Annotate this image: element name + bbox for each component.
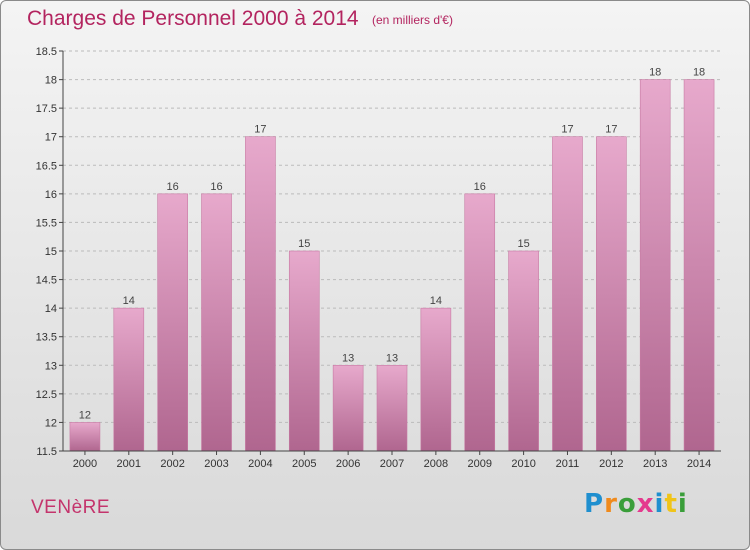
- bar: [508, 250, 539, 452]
- logo-letter: t: [664, 489, 678, 519]
- bars: [69, 79, 715, 452]
- data-label: 15: [517, 238, 529, 250]
- data-label: 16: [210, 181, 222, 193]
- data-label: 16: [474, 181, 486, 193]
- bar: [332, 364, 364, 452]
- data-label: 16: [167, 181, 179, 193]
- data-label: 14: [430, 295, 442, 307]
- commune-name: VENèRE: [31, 497, 111, 518]
- y-tick-label: 15.5: [36, 217, 57, 229]
- logo-letter: P: [584, 489, 605, 519]
- x-tick-label: 2004: [248, 458, 272, 470]
- x-tick-label: 2005: [292, 458, 316, 470]
- y-tick-label: 16.5: [36, 160, 57, 172]
- bar: [464, 193, 496, 452]
- x-tick-label: 2011: [556, 458, 580, 470]
- x-tick-label: 2002: [160, 458, 184, 470]
- logo-letter: o: [617, 489, 637, 519]
- x-tick-label: 2001: [117, 458, 141, 470]
- x-tick-label: 2014: [687, 458, 711, 470]
- y-tick-label: 14: [45, 303, 57, 315]
- data-label: 17: [561, 124, 573, 136]
- data-label: 15: [298, 238, 310, 250]
- y-tick-label: 16: [45, 189, 57, 201]
- chart-subtitle: (en milliers d'€): [372, 13, 453, 27]
- proxiti-logo[interactable]: Proxiti: [584, 489, 688, 519]
- bar: [420, 307, 452, 452]
- y-tick-label: 12.5: [36, 389, 57, 401]
- x-tick-label: 2006: [336, 458, 360, 470]
- y-tick-label: 18: [45, 75, 57, 87]
- y-tick-label: 17.5: [36, 103, 57, 115]
- bar: [376, 364, 408, 452]
- bar: [288, 250, 320, 452]
- x-tick-label: 2007: [380, 458, 404, 470]
- x-tick-label: 2013: [643, 458, 667, 470]
- data-label: 18: [693, 67, 705, 79]
- bar: [683, 79, 715, 452]
- bar: [596, 136, 627, 452]
- bar: [157, 193, 188, 452]
- y-tick-label: 12: [45, 417, 57, 429]
- axes: 11.5 12 12.5 13 13.5 14 14.5 15 15.5 16 16.5 17 17.5…: [36, 46, 721, 470]
- logo-letter: i: [677, 489, 688, 519]
- data-label: 18: [649, 67, 661, 79]
- data-label: 13: [386, 352, 398, 364]
- y-tick-label: 11.5: [36, 446, 57, 458]
- chart-title: Charges de Personnel 2000 à 2014: [27, 7, 359, 30]
- x-tick-label: 2010: [511, 458, 535, 470]
- data-label: 17: [605, 124, 617, 136]
- y-tick-label: 17: [45, 132, 57, 144]
- logo-letter: i: [654, 489, 665, 519]
- data-label: 12: [79, 409, 91, 421]
- data-labels: 12 14 16 16 17 15 13 13 14 16 15 17 17 18 18: [79, 67, 705, 422]
- data-label: 14: [123, 295, 135, 307]
- data-label: 13: [342, 352, 354, 364]
- bar: [552, 136, 583, 452]
- x-tick-label: 2000: [73, 458, 97, 470]
- x-tick-label: 2008: [424, 458, 448, 470]
- y-tick-label: 14.5: [36, 275, 57, 287]
- logo-letter: r: [604, 489, 618, 519]
- bar: [201, 193, 232, 452]
- y-tick-label: 13.5: [36, 332, 57, 344]
- bar: [245, 136, 276, 452]
- bar: [639, 79, 671, 452]
- data-label: 17: [254, 124, 266, 136]
- x-tick-label: 2003: [204, 458, 228, 470]
- x-tick-label: 2009: [467, 458, 491, 470]
- y-tick-label: 18.5: [36, 46, 57, 58]
- bar: [69, 422, 101, 452]
- logo-letter: x: [636, 489, 655, 519]
- x-tick-label: 2012: [599, 458, 623, 470]
- bar: [113, 307, 145, 452]
- y-tick-label: 13: [45, 360, 57, 372]
- y-tick-label: 15: [45, 246, 57, 258]
